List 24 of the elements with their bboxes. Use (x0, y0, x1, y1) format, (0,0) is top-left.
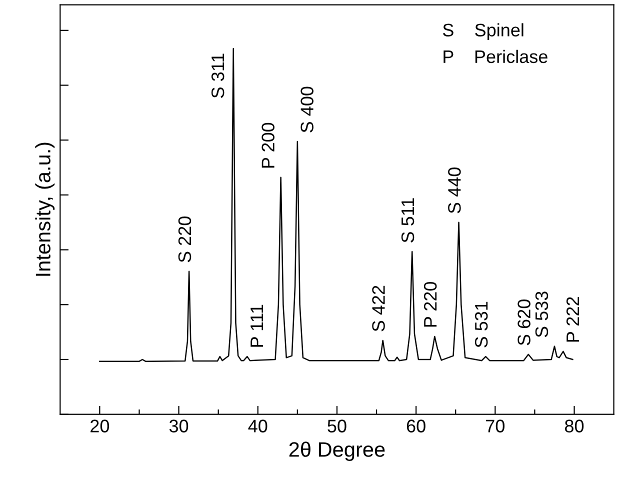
x-tick-label: 30 (169, 420, 188, 432)
y-axis-title: Intensity, (a.u.) (35, 142, 55, 276)
annotation: S 311 (211, 54, 224, 98)
annotation: P 111 (250, 304, 264, 347)
x-tick-label: 70 (486, 420, 504, 432)
annotation: P 200 (262, 122, 274, 168)
x-tick-label: 60 (406, 420, 426, 432)
annotation: P 220 (424, 282, 437, 327)
x-tick-label: 50 (328, 420, 346, 432)
annotation: P 222 (566, 297, 580, 342)
annotation: S 620 (518, 300, 530, 346)
annotation: S 422 (372, 286, 385, 332)
annotation: S 440 (448, 168, 461, 214)
annotation: S 511 (401, 198, 414, 242)
annotation: S 400 (300, 86, 314, 132)
text: S Spinel (442, 23, 524, 40)
annotation: S 531 (474, 302, 488, 348)
x-tick-label: 80 (564, 420, 584, 432)
x-tick-label: 20 (90, 420, 110, 432)
x-tick-label: 40 (248, 420, 268, 432)
x-axis-title: 2θ Degree (289, 442, 385, 462)
annotation: S 533 (535, 292, 548, 338)
annotation: S 220 (178, 216, 192, 262)
annotation: P Periclase (444, 50, 548, 64)
